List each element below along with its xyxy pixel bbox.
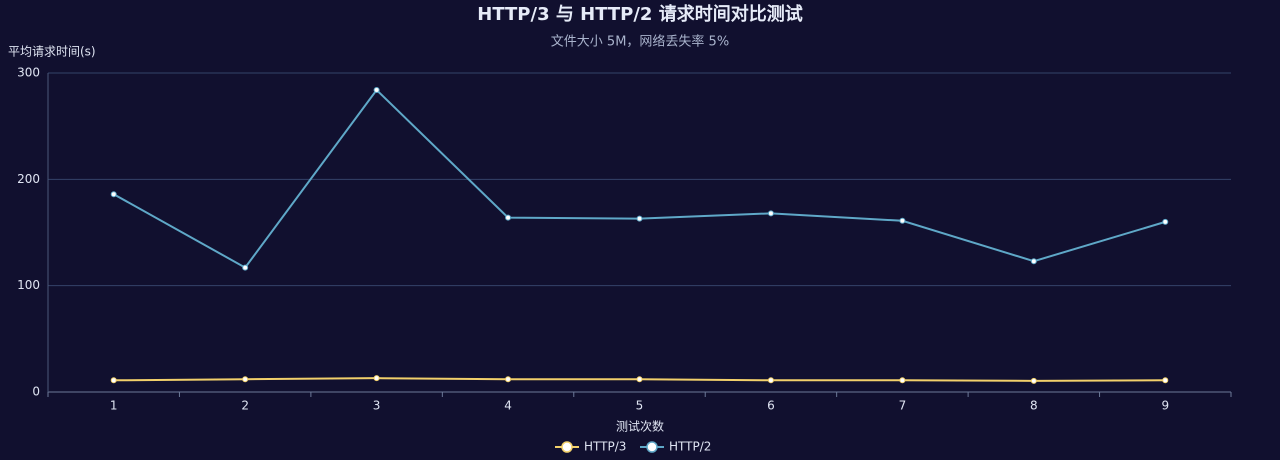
y-axis-title: 平均请求时间(s) bbox=[8, 45, 96, 59]
legend-label: HTTP/2 bbox=[669, 440, 711, 454]
data-point bbox=[1162, 218, 1169, 225]
legend-symbol bbox=[646, 441, 658, 453]
data-point bbox=[110, 191, 117, 198]
x-tick-label: 3 bbox=[373, 399, 381, 413]
y-tick-label: 0 bbox=[32, 385, 40, 399]
data-point bbox=[373, 375, 380, 382]
y-tick-label: 300 bbox=[17, 66, 40, 80]
data-point bbox=[636, 215, 643, 222]
data-point bbox=[1030, 377, 1037, 384]
x-tick-label: 9 bbox=[1161, 399, 1169, 413]
data-point bbox=[899, 217, 906, 224]
data-point bbox=[636, 376, 643, 383]
y-tick-label: 200 bbox=[17, 172, 40, 186]
chart-title: HTTP/3 与 HTTP/2 请求时间对比测试 bbox=[477, 3, 802, 25]
data-point bbox=[767, 210, 774, 217]
data-point bbox=[505, 376, 512, 383]
x-axis-title: 测试次数 bbox=[616, 419, 664, 434]
x-tick-label: 5 bbox=[636, 399, 644, 413]
x-tick-label: 4 bbox=[504, 399, 512, 413]
x-tick-label: 1 bbox=[110, 399, 118, 413]
data-point bbox=[110, 377, 117, 384]
series-line bbox=[113, 88, 1166, 269]
legend-symbol bbox=[561, 441, 573, 453]
data-point bbox=[767, 377, 774, 384]
x-tick-label: 2 bbox=[241, 399, 249, 413]
x-tick-label: 7 bbox=[899, 399, 907, 413]
data-point bbox=[1030, 258, 1037, 265]
y-tick-label: 100 bbox=[17, 278, 40, 292]
data-point bbox=[242, 376, 249, 383]
data-point bbox=[899, 377, 906, 384]
data-point bbox=[1162, 377, 1169, 384]
chart-subtitle: 文件大小 5M，网络丢失率 5% bbox=[551, 34, 729, 50]
data-point bbox=[242, 264, 249, 271]
x-tick-label: 6 bbox=[767, 399, 775, 413]
data-point bbox=[373, 87, 380, 94]
legend-label: HTTP/3 bbox=[584, 440, 626, 454]
x-tick-label: 8 bbox=[1030, 399, 1038, 413]
data-point bbox=[505, 214, 512, 221]
